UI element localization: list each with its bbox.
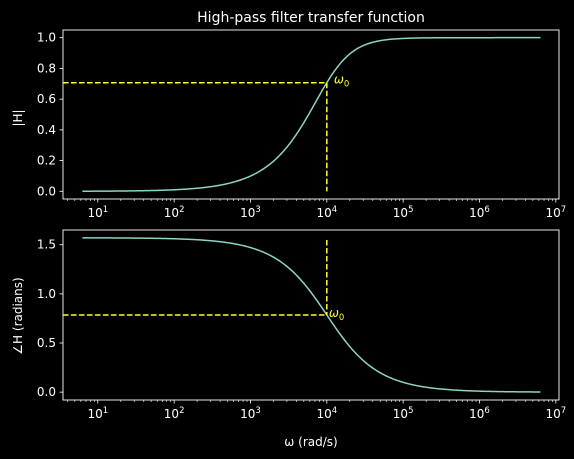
y-tick-label: 1.5 [37, 238, 56, 252]
cutoff-annotation: ω0 [329, 306, 344, 323]
y-tick-label: 0.0 [37, 385, 56, 399]
chart-title: High-pass filter transfer function [197, 10, 425, 26]
y-tick-label: 0.0 [37, 184, 56, 198]
x-tick-label: 101 [87, 205, 108, 220]
x-tick-label: 101 [87, 406, 108, 421]
x-tick-label: 107 [545, 406, 566, 421]
x-axis-label: ω (rad/s) [284, 435, 337, 449]
y-tick-label: 0.5 [37, 336, 56, 350]
magnitude-y-axis-label: |H| [11, 109, 25, 126]
x-tick-label: 105 [393, 406, 414, 421]
x-tick-label: 103 [240, 406, 261, 421]
magnitude-subplot: High-pass filter transfer function |H| 1… [11, 10, 566, 220]
x-tick-label: 107 [545, 205, 566, 220]
y-tick-label: 1.0 [37, 287, 56, 301]
x-tick-label: 102 [164, 406, 185, 421]
y-tick-label: 0.2 [37, 154, 56, 168]
x-tick-label: 102 [164, 205, 185, 220]
magnitude-curve [82, 36, 541, 192]
y-tick-label: 0.8 [37, 61, 56, 75]
x-tick-label: 103 [240, 205, 261, 220]
x-tick-label: 106 [469, 406, 490, 421]
x-tick-label: 104 [316, 205, 337, 220]
phase-y-axis-label: ∠H (radians) [11, 277, 25, 354]
phase-subplot: ∠H (radians) ω (rad/s) 101 102 103 104 105 10… [11, 229, 566, 449]
y-tick-label: 1.0 [37, 31, 56, 45]
phase-curve [82, 237, 541, 393]
x-tick-label: 106 [469, 205, 490, 220]
x-tick-label: 105 [393, 205, 414, 220]
y-tick-label: 0.4 [37, 123, 56, 137]
axes-frame [62, 29, 560, 200]
x-tick-label: 104 [316, 406, 337, 421]
cutoff-annotation: ω0 [334, 73, 349, 90]
y-tick-label: 0.6 [37, 92, 56, 106]
